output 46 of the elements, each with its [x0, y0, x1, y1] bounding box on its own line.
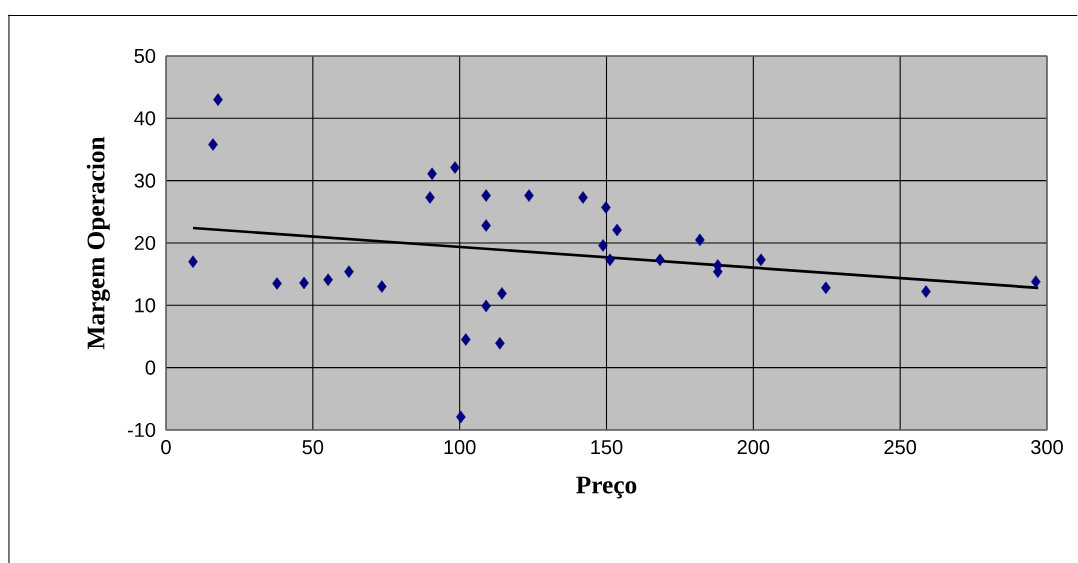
- point: [756, 253, 766, 267]
- x-axis-title: Preço: [576, 476, 637, 499]
- point: [481, 189, 491, 202]
- point: [481, 299, 491, 313]
- point: [456, 410, 466, 424]
- y-tick-label: 10: [135, 298, 156, 313]
- point: [655, 253, 665, 267]
- y-tick-label: -10: [127, 422, 156, 438]
- point: [578, 191, 588, 204]
- point: [821, 281, 831, 295]
- point: [461, 333, 471, 346]
- x-tick-label: 250: [884, 440, 917, 455]
- x-tick-label: 100: [444, 440, 476, 455]
- y-axis-title: Margem Operacion: [86, 136, 110, 350]
- point: [612, 223, 622, 237]
- point: [601, 201, 611, 214]
- x-tick-label: 300: [1031, 440, 1063, 455]
- point: [208, 138, 218, 151]
- point: [213, 93, 223, 106]
- point: [188, 255, 198, 268]
- point: [425, 191, 435, 204]
- point: [481, 219, 491, 232]
- x-tick-label: 0: [161, 440, 171, 455]
- point: [450, 161, 460, 174]
- y-tick-label: 40: [134, 111, 156, 126]
- point: [323, 273, 333, 287]
- point: [605, 253, 615, 267]
- point: [598, 239, 608, 252]
- point: [272, 277, 282, 290]
- point: [695, 233, 705, 247]
- point: [497, 287, 507, 300]
- point: [299, 276, 309, 290]
- y-tick-label: 50: [134, 48, 156, 64]
- point: [344, 265, 354, 278]
- point: [524, 189, 534, 202]
- x-tick-label: 150: [591, 440, 623, 455]
- point: [495, 337, 505, 350]
- point: [427, 167, 437, 181]
- point: [1031, 275, 1041, 288]
- x-tick-label: 200: [737, 440, 770, 455]
- y-tick-label: 0: [145, 360, 156, 375]
- y-tick-label: 20: [134, 235, 156, 251]
- point: [921, 285, 931, 298]
- x-tick-label: 50: [302, 440, 324, 455]
- point: [377, 280, 387, 293]
- y-tick-label: 30: [134, 173, 156, 188]
